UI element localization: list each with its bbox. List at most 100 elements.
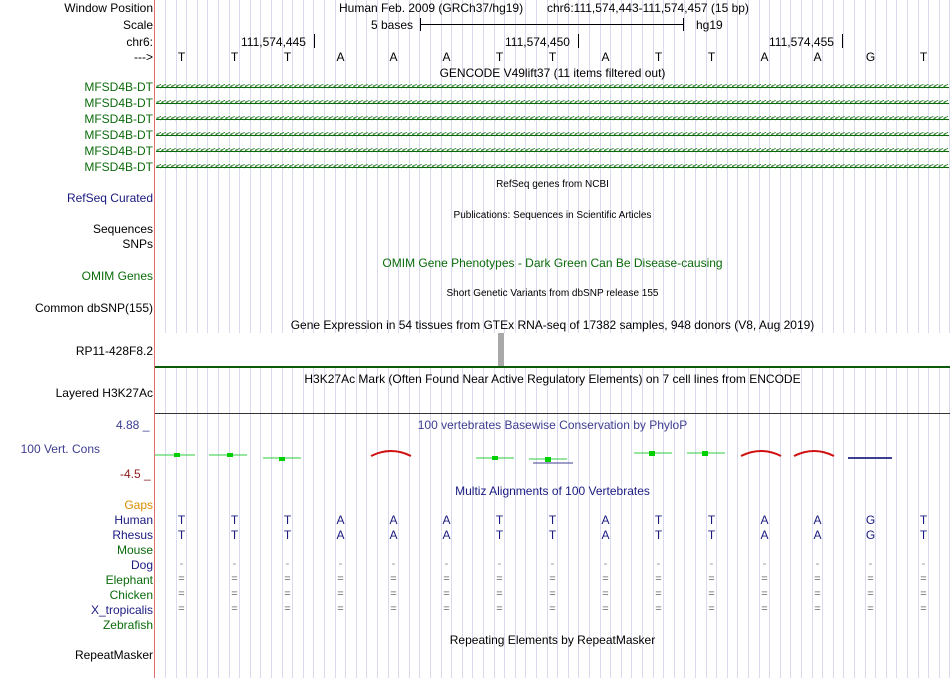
alignment-base: =	[867, 573, 874, 585]
alignment-base: A	[389, 528, 398, 542]
alignment-base: =	[390, 588, 397, 600]
alignment-base: T	[283, 513, 292, 527]
alignment-base: -	[762, 558, 767, 570]
species-label[interactable]: Mouse	[116, 543, 153, 557]
species-label[interactable]: X_tropicalis	[90, 603, 153, 617]
base-letter: T	[548, 50, 557, 64]
phylop-min-value: -4.5 _	[120, 467, 151, 481]
species-label[interactable]: Zebrafish	[102, 618, 153, 632]
base-letter: A	[442, 50, 451, 64]
phylop-red-arcs	[370, 450, 835, 457]
alignment-base: -	[815, 558, 820, 570]
gencode-transcript-bar[interactable]: <<<<<<<<<<<<<<<<<<<<<<<<<<<<<<<<<<<<<<<<…	[156, 114, 949, 124]
gencode-item-label[interactable]: MFSD4B-DT	[84, 112, 153, 126]
gencode-transcript-bar[interactable]: <<<<<<<<<<<<<<<<<<<<<<<<<<<<<<<<<<<<<<<<…	[156, 146, 949, 156]
alignment-base: T	[707, 528, 716, 542]
gtex-expression-bar[interactable]	[498, 333, 504, 366]
gtex-track-title[interactable]: Gene Expression in 54 tissues from GTEx …	[290, 318, 815, 332]
gencode-item-label[interactable]: MFSD4B-DT	[84, 128, 153, 142]
publications-track-label[interactable]: Sequences	[92, 222, 153, 236]
gencode-item-label[interactable]: MFSD4B-DT	[84, 160, 153, 174]
species-label[interactable]: Rhesus	[112, 528, 153, 542]
alignment-base: =	[655, 588, 662, 600]
dbsnp-track-label[interactable]: Common dbSNP(155)	[34, 301, 153, 315]
scale-text: 5 bases	[371, 18, 414, 32]
alignment-base: =	[920, 603, 927, 615]
phylop-point	[279, 457, 285, 461]
dbsnp-track-title[interactable]: Short Genetic Variants from dbSNP releas…	[446, 288, 659, 299]
alignment-base: =	[337, 603, 344, 615]
alignment-base: =	[337, 588, 344, 600]
alignment-base: =	[496, 588, 503, 600]
gencode-transcript-bar[interactable]: <<<<<<<<<<<<<<<<<<<<<<<<<<<<<<<<<<<<<<<<…	[156, 82, 949, 92]
alignment-base: =	[337, 573, 344, 585]
window-position-label: Window Position	[64, 1, 153, 15]
alignment-base: A	[389, 513, 398, 527]
gencode-item-label[interactable]: MFSD4B-DT	[84, 80, 153, 94]
alignment-base: A	[760, 528, 769, 542]
alignment-base: =	[443, 573, 450, 585]
alignment-base: =	[814, 573, 821, 585]
species-label[interactable]: Human	[114, 513, 153, 527]
repeatmasker-track-label[interactable]: RepeatMasker	[74, 648, 153, 662]
alignment-base: =	[549, 588, 556, 600]
gencode-transcript-bar[interactable]: <<<<<<<<<<<<<<<<<<<<<<<<<<<<<<<<<<<<<<<<…	[156, 130, 949, 140]
species-label[interactable]: Elephant	[105, 573, 153, 587]
base-letter: A	[813, 50, 822, 64]
phylop-plot[interactable]	[155, 440, 950, 470]
phylop-track-title[interactable]: 100 vertebrates Basewise Conservation by…	[417, 418, 688, 432]
base-letter: A	[336, 50, 345, 64]
refseq-track-label[interactable]: RefSeq Curated	[66, 191, 153, 205]
gencode-track-title[interactable]: GENCODE V49lift37 (11 items filtered out…	[439, 66, 666, 80]
alignment-base: =	[602, 588, 609, 600]
base-letter: T	[919, 50, 928, 64]
alignment-base: =	[867, 588, 874, 600]
alignment-base: =	[655, 573, 662, 585]
gencode-transcript-bar[interactable]: <<<<<<<<<<<<<<<<<<<<<<<<<<<<<<<<<<<<<<<<…	[156, 162, 949, 172]
alignment-base: =	[496, 603, 503, 615]
species-label[interactable]: Chicken	[109, 588, 153, 602]
h3k27ac-track-title[interactable]: H3K27Ac Mark (Often Found Near Active Re…	[304, 372, 801, 386]
phylop-max-value: 4.88 _	[116, 418, 150, 432]
chrom-label: chr6:	[126, 35, 153, 49]
alignment-base: =	[867, 603, 874, 615]
alignment-base: =	[178, 603, 185, 615]
h3k27ac-track-label[interactable]: Layered H3K27Ac	[55, 386, 153, 400]
refseq-track-title[interactable]: RefSeq genes from NCBI	[496, 179, 609, 190]
publications-track-title[interactable]: Publications: Sequences in Scientific Ar…	[453, 210, 652, 221]
assembly-name: Human Feb. 2009 (GRCh37/hg19)	[339, 1, 524, 15]
alignment-base: =	[708, 573, 715, 585]
alignment-base: G	[865, 513, 876, 527]
phylop-green-points	[174, 451, 708, 462]
alignment-base: T	[707, 513, 716, 527]
alignment-base: -	[921, 558, 926, 570]
gencode-item-label[interactable]: MFSD4B-DT	[84, 144, 153, 158]
omim-track-title[interactable]: OMIM Gene Phenotypes - Dark Green Can Be…	[382, 256, 723, 270]
phylop-track-label[interactable]: 100 Vert. Cons	[20, 442, 100, 456]
gtex-track-label[interactable]: RP11-428F8.2	[75, 344, 153, 358]
gencode-item-label[interactable]: MFSD4B-DT	[84, 96, 153, 110]
tick-mark-2	[578, 34, 579, 48]
snps-track-label[interactable]: SNPs	[122, 237, 153, 251]
repeatmasker-track-title[interactable]: Repeating Elements by RepeatMasker	[449, 633, 656, 647]
alignment-base: -	[338, 558, 343, 570]
alignment-base: =	[602, 573, 609, 585]
alignment-base: T	[283, 528, 292, 542]
phylop-point	[174, 453, 180, 457]
alignment-base: =	[549, 603, 556, 615]
window-position-value: chr6:111,574,443-111,574,457 (15 bp)	[547, 1, 749, 15]
alignment-base: T	[230, 513, 239, 527]
alignment-base: T	[919, 528, 928, 542]
gencode-transcript-bar[interactable]: <<<<<<<<<<<<<<<<<<<<<<<<<<<<<<<<<<<<<<<<…	[156, 98, 949, 108]
tick-mark-1	[314, 34, 315, 48]
alignment-base: T	[230, 528, 239, 542]
gtex-track-area[interactable]	[155, 333, 950, 366]
base-letter: A	[601, 50, 610, 64]
species-label[interactable]: Dog	[130, 558, 153, 572]
multiz-track-title[interactable]: Multiz Alignments of 100 Vertebrates	[455, 484, 650, 498]
alignment-base: -	[550, 558, 555, 570]
label-divider	[154, 0, 155, 678]
phylop-arc	[370, 450, 412, 457]
omim-track-label[interactable]: OMIM Genes	[81, 269, 153, 283]
